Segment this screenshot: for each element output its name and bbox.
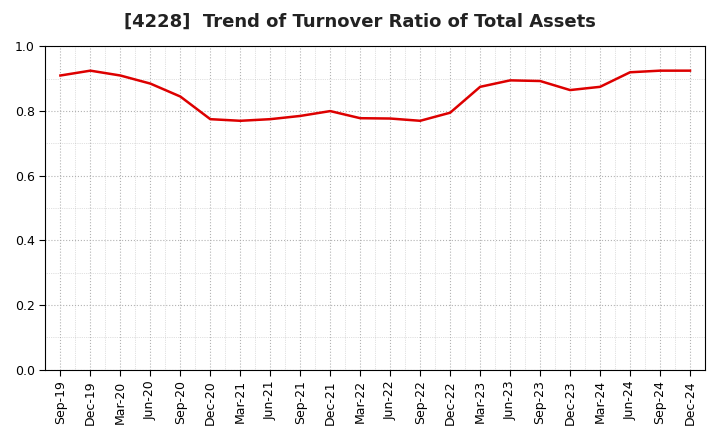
Text: [4228]  Trend of Turnover Ratio of Total Assets: [4228] Trend of Turnover Ratio of Total … <box>124 13 596 31</box>
